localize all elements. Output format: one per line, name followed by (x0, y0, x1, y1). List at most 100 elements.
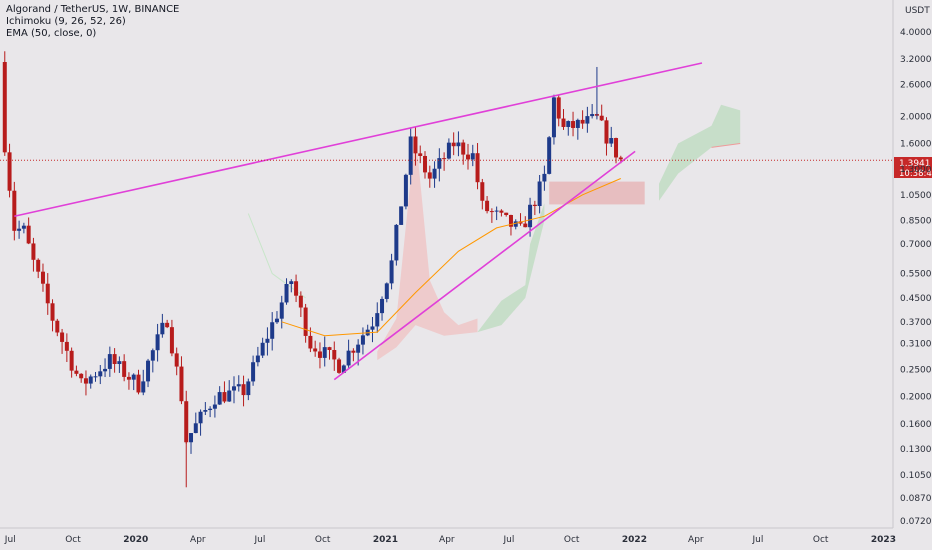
candle-body (585, 116, 590, 124)
y-tick-label: 4.0000 (900, 28, 932, 38)
x-tick-label: Jul (751, 535, 763, 545)
candle-body (337, 359, 342, 373)
candle-body (21, 225, 26, 229)
candle-body (485, 200, 490, 212)
candle-body (36, 259, 41, 272)
candle-body (17, 228, 22, 231)
y-tick-label: 0.3700 (900, 318, 932, 328)
symbol-title: Algorand / TetherUS, 1W, BINANCE (6, 4, 180, 15)
price-badge-value: 1.3941 (899, 159, 931, 169)
cloud-bull (659, 104, 741, 201)
ichimoku-cloud (247, 104, 741, 361)
y-tick-label: 2.6000 (900, 80, 932, 90)
candle-body (88, 376, 93, 384)
candle-body (384, 283, 389, 299)
candle-body (251, 362, 256, 382)
candle-body (508, 214, 513, 227)
candle-body (260, 342, 265, 356)
candle-body (499, 210, 504, 213)
candle-body (255, 355, 260, 363)
y-tick-label: 0.1300 (900, 445, 932, 455)
y-tick-label: 0.4500 (900, 294, 932, 304)
candle-body (141, 381, 146, 393)
candle-body (317, 351, 322, 358)
candle-body (461, 142, 466, 155)
y-tick-label: 0.8500 (900, 217, 932, 227)
trendline (333, 150, 636, 381)
candle-body (504, 212, 509, 215)
x-tick-label: Apr (190, 535, 206, 545)
candle-body (599, 115, 604, 121)
candle-body (2, 62, 7, 153)
candle-body (590, 114, 595, 117)
trendlines[interactable] (14, 62, 703, 381)
candle-body (399, 206, 404, 225)
time-axis[interactable]: Jul Oct 2020 Apr Jul Oct 2021 Apr Jul Oct 2022 Apr J… (0, 0, 896, 545)
x-tick-label: Jul (253, 535, 265, 545)
candle-body (107, 354, 112, 369)
price-axis-bg (893, 0, 932, 528)
candle-body (614, 138, 619, 158)
candle-body (475, 153, 480, 183)
candle-body (103, 368, 108, 372)
y-tick-label: 1.3000 (900, 165, 932, 175)
candle-body (456, 142, 461, 147)
candle-body (270, 322, 275, 339)
candle-body (375, 313, 380, 327)
candle-body (12, 190, 17, 231)
candle-body (370, 326, 375, 330)
y-tick-label: 0.2000 (900, 393, 932, 403)
x-tick-label: Apr (439, 535, 455, 545)
price-badge-countdown: 10:38:48 (899, 169, 932, 179)
price-axis[interactable]: USDT 1.3941 10:38:48 4.0000 3.2000 2.6000 2… (893, 0, 932, 528)
price-badge (894, 157, 932, 178)
candle-body (79, 373, 84, 379)
candle-body (217, 392, 222, 405)
x-tick-label: Oct (813, 535, 829, 545)
chart-legend: Algorand / TetherUS, 1W, BINANCE Ichimok… (6, 4, 179, 40)
candle-body (547, 137, 552, 174)
candle-body (136, 374, 141, 393)
candle-body (528, 204, 533, 228)
candle-body (117, 361, 122, 365)
candle-body (126, 376, 131, 380)
candle-body (532, 204, 537, 207)
candle-body (198, 411, 203, 424)
ema-line (281, 178, 621, 337)
candle-body (155, 334, 160, 351)
candle-body (93, 376, 98, 378)
candle-body (208, 408, 213, 411)
candle-body (98, 371, 103, 377)
candle-body (246, 381, 251, 396)
cloud-edge (711, 143, 741, 148)
candle-body (451, 142, 456, 147)
x-tick-label: 2021 (373, 535, 398, 545)
candle-body (298, 295, 303, 308)
x-tick-label: 2023 (871, 535, 896, 545)
candle-body (274, 318, 279, 323)
y-tick-label: 0.3100 (900, 339, 932, 349)
candle-body (203, 410, 208, 412)
candle-body (408, 136, 413, 175)
y-tick-label: 0.5500 (900, 270, 932, 280)
candle-body (418, 153, 423, 156)
candle-body (618, 157, 623, 160)
candle-body (575, 119, 580, 128)
candle-body (356, 344, 361, 353)
candle-body (380, 298, 385, 314)
cloud-bull (477, 203, 545, 333)
trendline (14, 62, 703, 218)
candle-body (403, 174, 408, 207)
candle-body (313, 348, 318, 352)
candle-body (480, 182, 485, 201)
x-tick-label: 2020 (123, 535, 148, 545)
candle-body (7, 152, 12, 191)
y-tick-label: 2.0000 (900, 112, 932, 122)
candle-body (279, 302, 284, 319)
candle-body (332, 349, 337, 360)
candle-body (231, 386, 236, 391)
x-tick-label: Oct (315, 535, 331, 545)
ema-legend: EMA (50, close, 0) (6, 28, 97, 39)
candle-body (327, 347, 332, 350)
